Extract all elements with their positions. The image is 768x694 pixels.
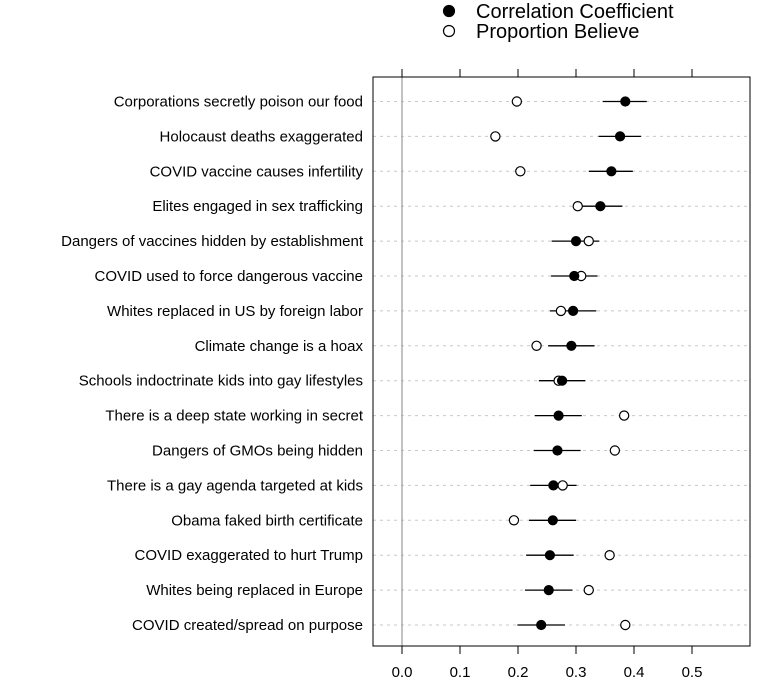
category-label: COVID used to force dangerous vaccine [95, 268, 363, 285]
category-label: COVID created/spread on purpose [132, 617, 363, 634]
x-tick-label: 0.0 [392, 664, 413, 681]
proportion-point [604, 550, 615, 561]
category-label: Elites engaged in sex trafficking [152, 198, 363, 215]
correlation-point [547, 515, 558, 526]
proportion-point [515, 166, 526, 177]
category-label: Whites replaced in US by foreign labor [107, 303, 363, 320]
proportion-point [490, 131, 501, 142]
correlation-point [606, 166, 617, 177]
category-label: Dangers of vaccines hidden by establishm… [61, 233, 364, 250]
x-tick-label: 0.1 [450, 664, 471, 681]
proportion-point [555, 305, 567, 317]
category-label: Whites being replaced in Europe [146, 582, 363, 599]
x-tick-label: 0.4 [624, 664, 645, 681]
plot-area [372, 76, 751, 647]
correlation-point [543, 585, 554, 596]
grid-lines [373, 101, 750, 626]
proportion-point [557, 480, 568, 491]
category-label: There is a gay agenda targeted at kids [107, 477, 363, 494]
category-label: COVID exaggerated to hurt Trump [135, 547, 363, 564]
legend: Correlation Coefficient Proportion Belie… [442, 1, 674, 43]
category-label: Climate change is a hoax [195, 338, 364, 355]
correlation-point [536, 619, 547, 631]
category-labels: Corporations secretly poison our food Hol… [61, 94, 364, 635]
correlation-point [553, 410, 564, 421]
legend-marker-correlation [442, 4, 456, 18]
proportion-point [531, 340, 542, 351]
confidence-intervals [517, 100, 647, 626]
proportion-point [572, 200, 583, 212]
category-label: Schools indoctrinate kids into gay lifes… [79, 373, 363, 390]
proportion-point [583, 235, 594, 247]
legend-marker-proportion [442, 24, 456, 38]
proportion-point [618, 410, 630, 421]
category-label: COVID vaccine causes infertility [150, 163, 364, 180]
proportion-point [511, 96, 523, 107]
x-tick-label: 0.5 [682, 664, 703, 681]
plot-frame [372, 76, 751, 647]
legend-label-correlation: Correlation Coefficient [476, 1, 674, 23]
correlation-point [595, 201, 606, 212]
x-tick-label: 0.3 [566, 664, 587, 681]
correlation-point [570, 236, 582, 247]
x-tick-label: 0.2 [508, 664, 529, 681]
correlation-point [620, 96, 631, 107]
proportion-point [583, 584, 594, 596]
correlation-point [548, 480, 559, 491]
category-label: Obama faked birth certificate [171, 512, 363, 529]
correlation-point [614, 131, 626, 142]
correlation-point [544, 550, 556, 561]
proportion-point [620, 619, 631, 631]
correlation-point [569, 270, 580, 282]
correlation-point [552, 445, 563, 456]
category-label: Holocaust deaths exaggerated [160, 128, 363, 145]
x-axis-ticks: 0.0 0.1 0.2 0.3 0.4 0.5 [392, 69, 703, 681]
category-label: Dangers of GMOs being hidden [152, 443, 363, 460]
category-label: There is a deep state working in secret [105, 408, 363, 425]
correlation-point [568, 305, 579, 316]
correlation-point [566, 340, 577, 351]
category-label: Corporations secretly poison our food [114, 94, 363, 111]
correlation-points [536, 96, 631, 631]
proportion-point [508, 515, 520, 526]
proportion-points [490, 96, 631, 631]
correlation-point [556, 375, 568, 386]
proportion-point [609, 445, 621, 456]
legend-label-proportion: Proportion Believe [476, 21, 639, 43]
